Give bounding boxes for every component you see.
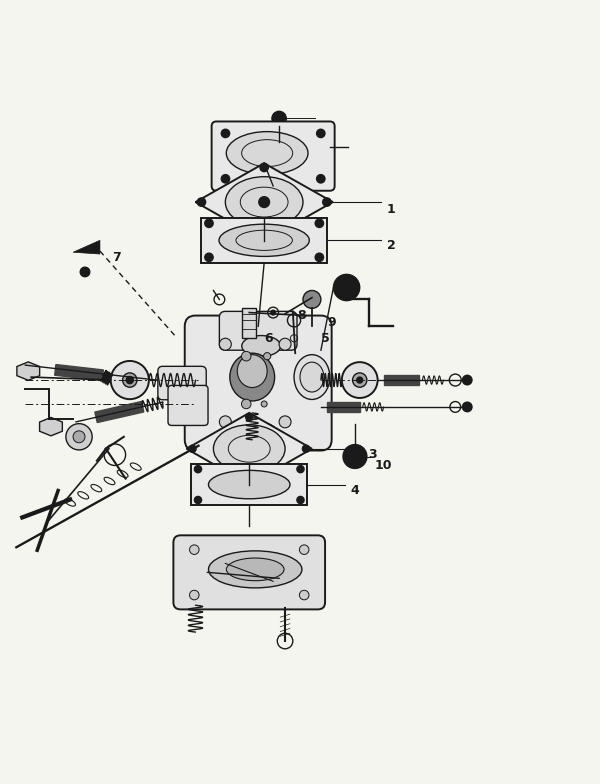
Polygon shape [196, 163, 333, 241]
Circle shape [197, 198, 206, 206]
Text: 5: 5 [321, 332, 329, 345]
Circle shape [73, 431, 85, 443]
Circle shape [205, 253, 213, 262]
Text: 7: 7 [112, 251, 121, 263]
Polygon shape [40, 417, 62, 436]
Polygon shape [73, 241, 100, 254]
Circle shape [279, 416, 291, 428]
Text: 3: 3 [368, 448, 377, 461]
Polygon shape [95, 401, 144, 423]
Text: 6: 6 [264, 332, 273, 345]
Text: 8: 8 [297, 309, 305, 322]
Circle shape [303, 291, 321, 308]
Circle shape [259, 197, 269, 208]
Ellipse shape [237, 354, 267, 387]
Circle shape [245, 477, 253, 484]
Circle shape [126, 376, 133, 383]
Ellipse shape [230, 353, 275, 401]
FancyBboxPatch shape [173, 535, 325, 609]
Circle shape [260, 233, 268, 241]
Circle shape [241, 351, 251, 361]
FancyBboxPatch shape [158, 366, 206, 400]
Circle shape [194, 466, 202, 473]
Circle shape [315, 253, 323, 262]
Circle shape [220, 416, 232, 428]
Circle shape [343, 445, 367, 469]
Ellipse shape [219, 224, 310, 256]
FancyBboxPatch shape [212, 122, 335, 191]
Circle shape [220, 338, 232, 350]
Circle shape [357, 377, 363, 383]
Bar [191, 464, 307, 505]
Circle shape [463, 402, 472, 412]
Circle shape [334, 274, 360, 300]
Polygon shape [55, 365, 103, 380]
Text: 10: 10 [374, 459, 392, 472]
Polygon shape [327, 402, 360, 412]
Circle shape [80, 267, 90, 277]
Ellipse shape [294, 354, 330, 400]
Circle shape [299, 590, 309, 600]
Circle shape [122, 373, 137, 387]
Circle shape [66, 423, 92, 450]
Circle shape [110, 361, 149, 399]
Circle shape [279, 338, 291, 350]
Circle shape [317, 129, 325, 137]
Circle shape [297, 496, 304, 503]
Circle shape [302, 445, 310, 452]
Polygon shape [383, 375, 419, 386]
Text: 9: 9 [327, 316, 335, 328]
Polygon shape [17, 362, 40, 380]
Circle shape [189, 445, 196, 452]
Circle shape [245, 413, 253, 421]
Circle shape [263, 353, 271, 360]
Polygon shape [187, 413, 312, 485]
FancyBboxPatch shape [220, 311, 297, 350]
Ellipse shape [235, 422, 276, 440]
Bar [242, 308, 256, 338]
Circle shape [299, 545, 309, 554]
Circle shape [205, 219, 213, 227]
Text: 4: 4 [351, 484, 359, 497]
Circle shape [190, 590, 199, 600]
Circle shape [297, 466, 304, 473]
Bar [202, 218, 327, 263]
Ellipse shape [208, 470, 290, 499]
Circle shape [260, 163, 268, 172]
Ellipse shape [226, 176, 303, 227]
Circle shape [323, 198, 331, 206]
Ellipse shape [242, 336, 281, 357]
Circle shape [271, 310, 275, 315]
FancyBboxPatch shape [168, 386, 208, 426]
Circle shape [342, 362, 377, 398]
Circle shape [315, 219, 323, 227]
Ellipse shape [214, 425, 285, 473]
Text: 2: 2 [386, 239, 395, 252]
Circle shape [194, 496, 202, 503]
Circle shape [261, 401, 267, 407]
Circle shape [463, 376, 472, 385]
Circle shape [353, 373, 367, 387]
Ellipse shape [226, 558, 284, 581]
Ellipse shape [226, 132, 308, 175]
FancyBboxPatch shape [185, 315, 332, 451]
Circle shape [221, 175, 230, 183]
Ellipse shape [209, 551, 302, 588]
Circle shape [221, 129, 230, 137]
Ellipse shape [300, 362, 324, 392]
Circle shape [317, 175, 325, 183]
Text: 1: 1 [386, 203, 395, 216]
Circle shape [272, 111, 286, 125]
Circle shape [190, 545, 199, 554]
Circle shape [241, 399, 251, 408]
